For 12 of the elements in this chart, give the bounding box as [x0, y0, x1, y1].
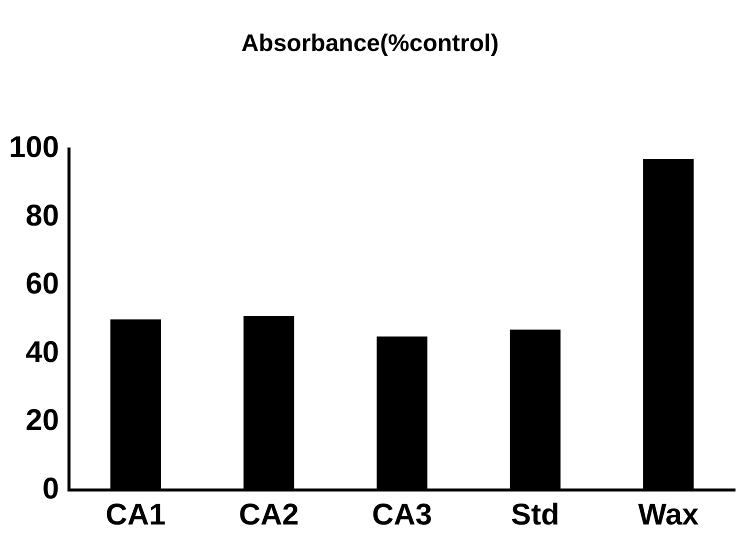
chart-title: Absorbance(%control) — [241, 30, 499, 58]
x-tick-label: Wax — [638, 498, 700, 532]
x-tick-label: CA2 — [238, 498, 299, 532]
y-tick-label: 40 — [26, 336, 60, 369]
x-tick-label: CA3 — [372, 498, 432, 532]
y-tick-label: 80 — [26, 199, 60, 232]
y-tick-label: 60 — [26, 268, 60, 301]
y-tick-label: 0 — [42, 472, 60, 506]
y-tick-label: 20 — [26, 404, 60, 438]
x-tick-label: CA1 — [106, 498, 166, 532]
y-tick-label: 100 — [8, 131, 60, 164]
x-tick-label: Std — [511, 498, 560, 532]
